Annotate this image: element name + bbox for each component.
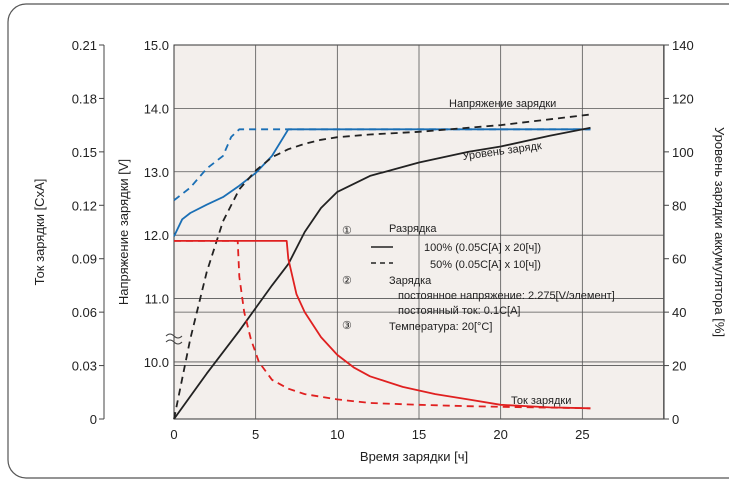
legend-num-2: ② bbox=[342, 275, 352, 287]
voltage-tick-label: 15.0 bbox=[144, 38, 169, 53]
legend-charge-voltage: постоянное напряжение: 2.275[V/элемент] bbox=[398, 290, 615, 302]
level-tick-label: 80 bbox=[672, 198, 686, 213]
legend-discharge-50: 50% (0.05C[A] x 10[ч]) bbox=[430, 259, 541, 271]
level-tick-label: 120 bbox=[672, 91, 694, 106]
legend-discharge-100: 100% (0.05C[A] x 20[ч]) bbox=[424, 242, 541, 254]
chart-frame bbox=[7, 3, 729, 479]
current-tick-label: 0.18 bbox=[72, 91, 97, 106]
series-line-level-solid bbox=[173, 126, 591, 420]
current-tick-label: 0.21 bbox=[72, 38, 97, 53]
level-tick-label: 140 bbox=[672, 38, 694, 53]
current-tick-label: 0.09 bbox=[72, 252, 97, 267]
legend-discharge-title: Разрядка bbox=[389, 223, 437, 235]
voltage-tick-label: 12.0 bbox=[144, 228, 169, 243]
legend-num-1: ① bbox=[342, 225, 352, 237]
level-tick-label: 100 bbox=[672, 145, 694, 160]
voltage-tick-label: 14.0 bbox=[144, 101, 169, 116]
x-tick-label: 0 bbox=[170, 427, 177, 442]
legend: ① Разрядка 100% (0.05C[A] x 20[ч]) 50% (… bbox=[342, 223, 615, 333]
grid bbox=[174, 45, 664, 419]
level-axis-title: Уровень зарядки аккумулятора [%] bbox=[712, 127, 727, 337]
voltage-tick-label: 11.0 bbox=[145, 292, 169, 307]
legend-charge-current: постоянный ток: 0.1C[A] bbox=[398, 305, 520, 317]
current-tick-label: 0 bbox=[90, 412, 97, 427]
current-tick-label: 0.06 bbox=[72, 305, 97, 320]
tick-labels: 0 5 10 15 20 25 10.0 11.0 12.0 13.0 14.0 15.0 0 0.03 0… bbox=[72, 38, 694, 442]
series-line-current-dashed bbox=[174, 240, 591, 410]
series-line-voltage-dashed bbox=[173, 128, 591, 202]
x-tick-label: 10 bbox=[330, 427, 344, 442]
series-line-current-solid bbox=[174, 240, 591, 410]
current-tick-label: 0.03 bbox=[72, 359, 97, 374]
current-tick-label: 0.15 bbox=[72, 145, 97, 160]
voltage-tick-label: 10.0 bbox=[144, 355, 169, 370]
series bbox=[173, 113, 591, 420]
current-curve-label: Ток зарядки bbox=[511, 395, 571, 407]
series-line-level-dashed bbox=[173, 113, 591, 420]
x-tick-label: 15 bbox=[412, 427, 426, 442]
x-tick-label: 20 bbox=[493, 427, 507, 442]
voltage-axis-title: Напряжение зарядки [V] bbox=[116, 159, 131, 305]
level-tick-label: 0 bbox=[672, 412, 679, 427]
x-tick-label: 25 bbox=[575, 427, 589, 442]
axis-break-mark bbox=[165, 333, 183, 345]
x-axis-title: Время зарядки [ч] bbox=[360, 449, 468, 464]
level-tick-label: 60 bbox=[672, 252, 686, 267]
x-tick-label: 5 bbox=[252, 427, 259, 442]
voltage-curve-label: Напряжение зарядки bbox=[449, 98, 556, 110]
current-axis-title: Ток зарядки [CxA] bbox=[32, 179, 47, 286]
current-tick-label: 0.12 bbox=[72, 198, 97, 213]
level-tick-label: 40 bbox=[672, 305, 686, 320]
legend-num-3: ③ bbox=[342, 320, 352, 332]
level-tick-label: 20 bbox=[672, 359, 686, 374]
voltage-tick-label: 13.0 bbox=[144, 165, 169, 180]
legend-temperature: Температура: 20[°C] bbox=[389, 321, 492, 333]
legend-charge-title: Зарядка bbox=[389, 275, 432, 287]
